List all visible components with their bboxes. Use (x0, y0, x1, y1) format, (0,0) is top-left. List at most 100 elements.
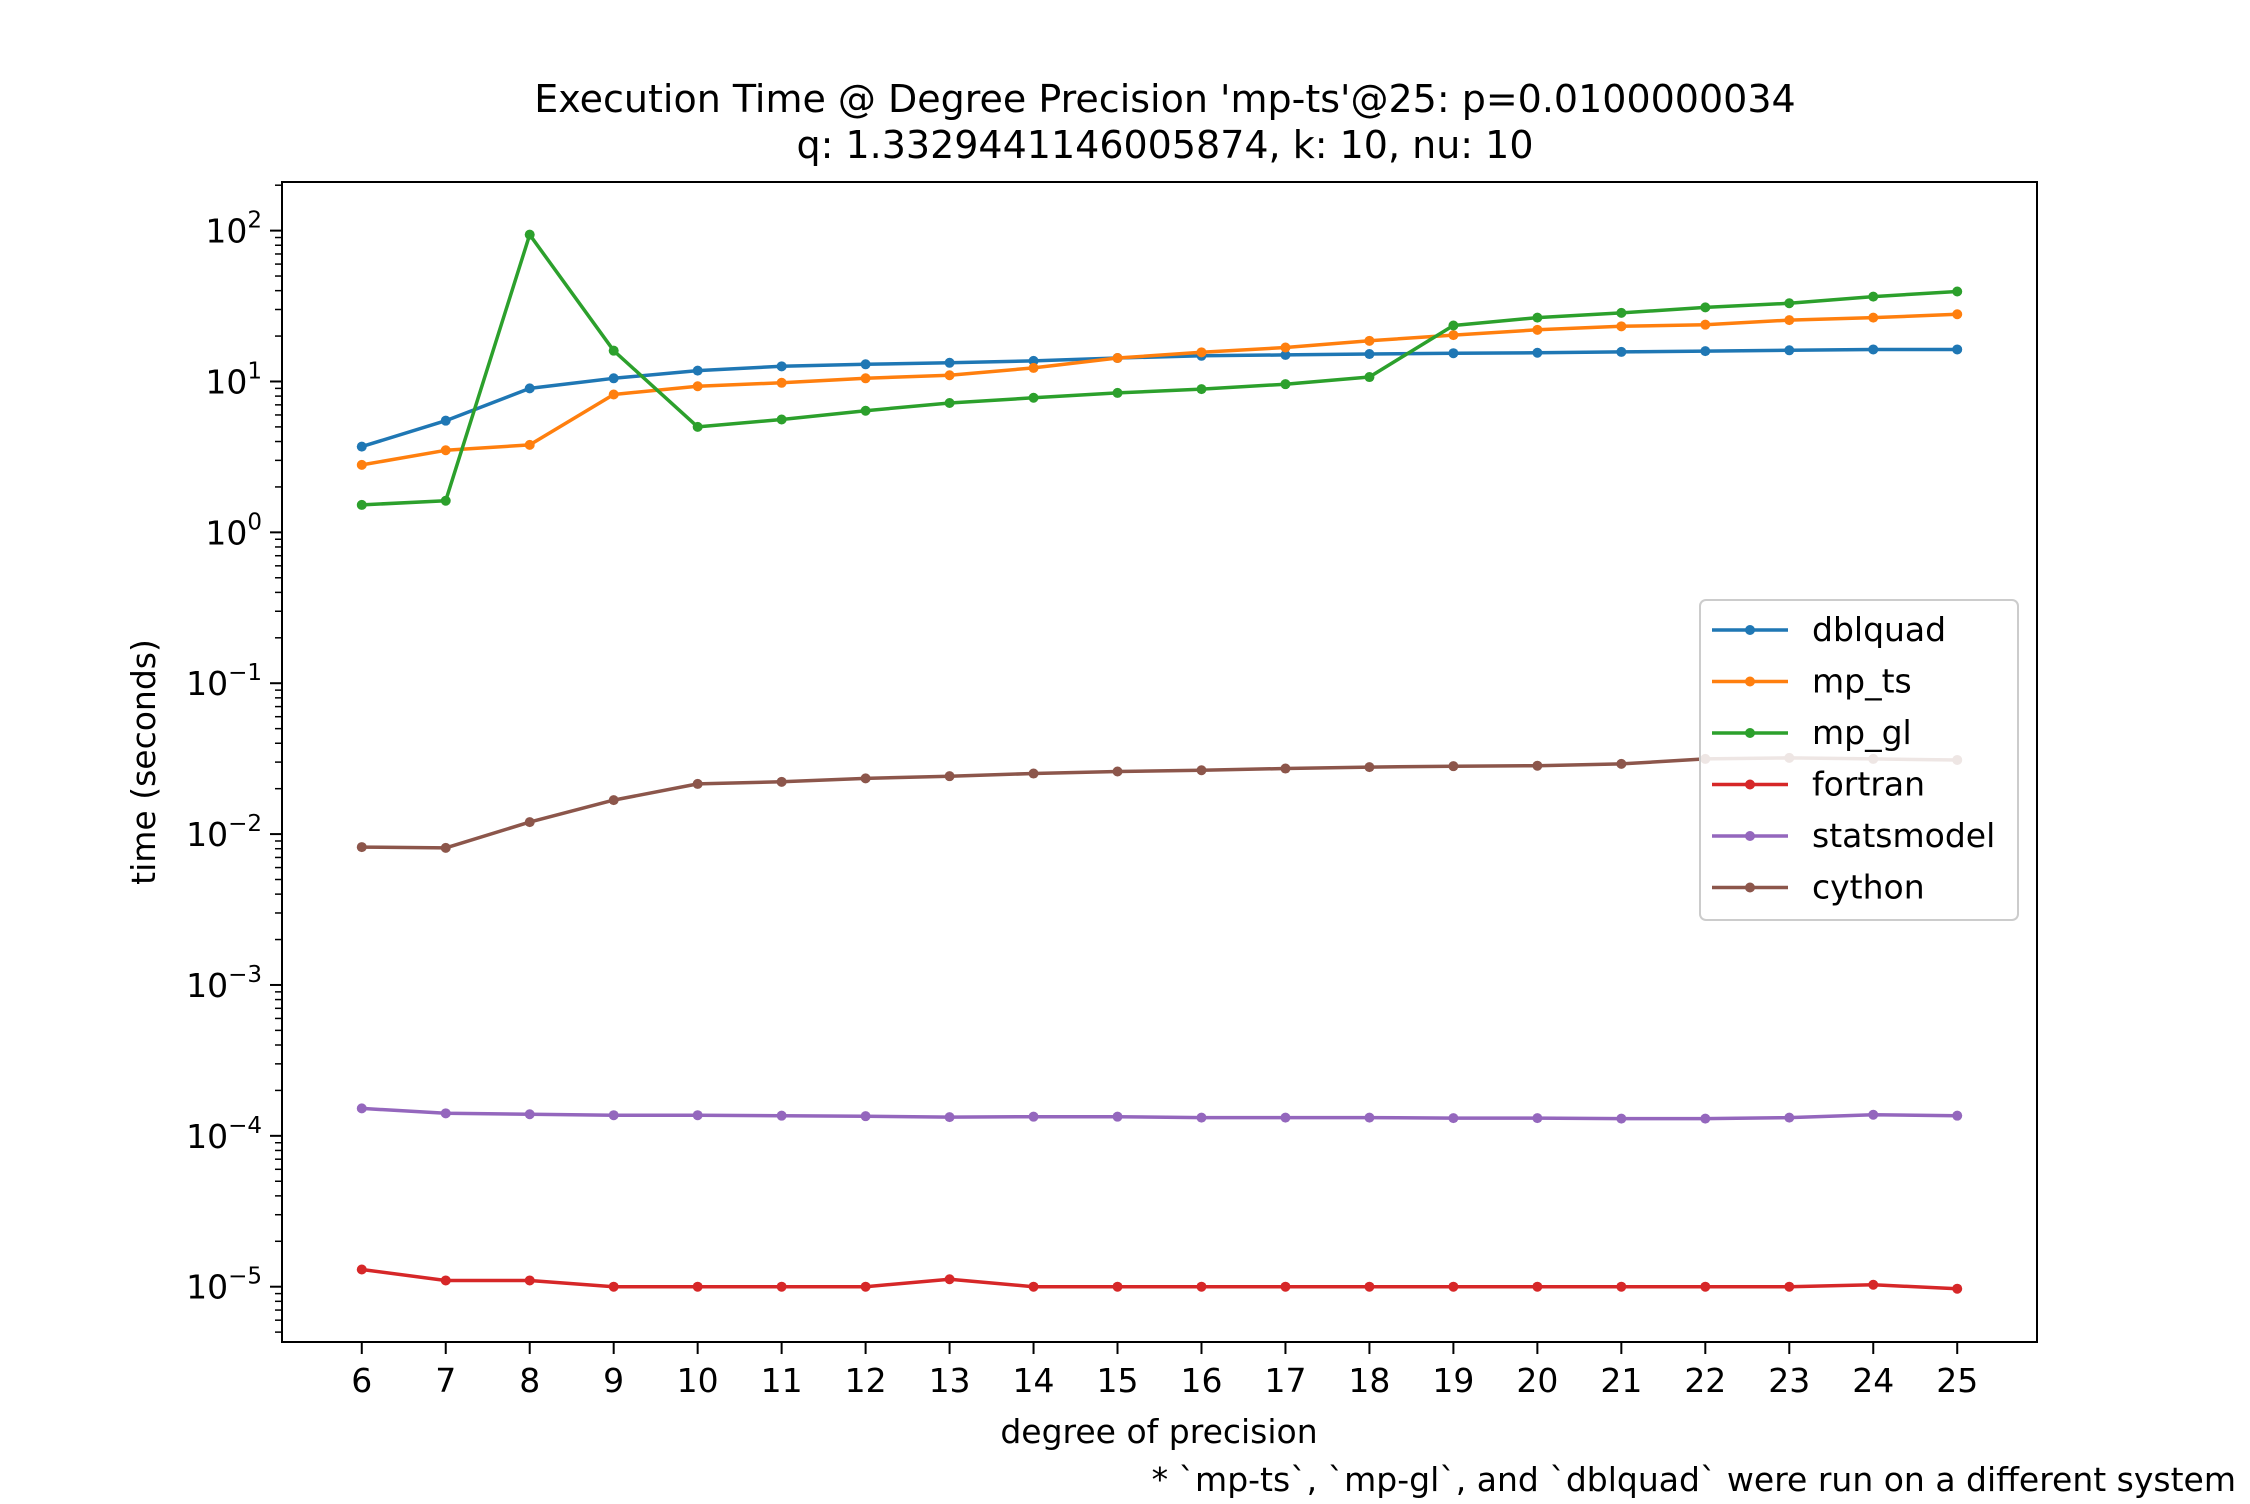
data-point (1280, 349, 1291, 360)
data-point (1448, 761, 1459, 772)
y-tick-label: 10−1 (186, 660, 262, 703)
y-tick-exponent: −3 (228, 962, 262, 988)
data-point (1448, 330, 1459, 341)
legend-label: statsmodel (1812, 816, 1995, 855)
x-tick-label: 22 (1684, 1361, 1726, 1400)
data-point (860, 773, 871, 784)
series-statsmodel (356, 1103, 1963, 1124)
y-tick-base: 10 (186, 1117, 228, 1156)
data-point (1112, 353, 1123, 364)
data-point (524, 1109, 535, 1120)
y-tick-base: 10 (186, 1268, 228, 1307)
data-point (944, 771, 955, 782)
data-point (1700, 319, 1711, 330)
legend-swatch-marker (1745, 779, 1755, 790)
y-tick-exponent: 1 (247, 358, 262, 384)
data-point (1448, 1113, 1459, 1124)
data-point (1532, 1281, 1543, 1292)
data-point (1112, 1281, 1123, 1292)
x-tick-label: 24 (1852, 1361, 1894, 1400)
data-point (1532, 760, 1543, 771)
data-point (608, 1110, 619, 1121)
data-point (356, 1103, 367, 1114)
x-tick-label: 19 (1432, 1361, 1474, 1400)
x-tick-label: 25 (1936, 1361, 1978, 1400)
data-point (1784, 298, 1795, 309)
y-tick-exponent: −5 (228, 1264, 262, 1290)
data-point (692, 1110, 703, 1121)
data-point (440, 1108, 451, 1119)
data-point (860, 405, 871, 416)
legend-swatch-marker (1745, 882, 1755, 893)
data-point (1280, 342, 1291, 353)
series-fortran (356, 1264, 1963, 1294)
data-point (1532, 312, 1543, 323)
series-line-cython (360, 756, 1959, 850)
data-point (776, 1281, 787, 1292)
data-point (440, 842, 451, 853)
data-point (944, 370, 955, 381)
series-mp_gl (356, 229, 1963, 510)
data-point (1112, 766, 1123, 777)
y-tick-label: 10−5 (186, 1264, 262, 1307)
data-point (944, 357, 955, 368)
series-mp_ts (356, 309, 1963, 470)
data-point (1364, 372, 1375, 383)
x-tick-label: 11 (761, 1361, 803, 1400)
data-point (524, 229, 535, 240)
data-point (776, 361, 787, 372)
data-point (1952, 1283, 1963, 1294)
y-tick-base: 10 (205, 362, 247, 401)
data-point (1280, 1281, 1291, 1292)
data-point (1616, 346, 1627, 357)
data-point (776, 377, 787, 388)
data-point (1196, 1281, 1207, 1292)
data-point (1952, 286, 1963, 297)
data-point (776, 776, 787, 787)
legend-label: cython (1812, 868, 1925, 907)
data-point (944, 1274, 955, 1285)
data-point (524, 1275, 535, 1286)
chart-title: Execution Time @ Degree Precision 'mp-ts… (534, 77, 1795, 121)
series-line-mp_ts (360, 312, 1959, 467)
data-point (860, 373, 871, 384)
data-point (524, 817, 535, 828)
data-point (1616, 321, 1627, 332)
data-point (1616, 307, 1627, 318)
x-tick-label: 17 (1264, 1361, 1306, 1400)
data-point (776, 1110, 787, 1121)
data-point (524, 383, 535, 394)
y-tick-exponent: −2 (228, 811, 262, 837)
y-tick-base: 10 (205, 212, 247, 251)
data-point (356, 441, 367, 452)
data-point (440, 495, 451, 506)
data-point (860, 359, 871, 370)
x-axis: 6 7 8 9 10 11 12 13 14 15 16 17 18 19 20 21 22 23 24 25 (351, 1342, 1978, 1400)
data-point (692, 381, 703, 392)
legend-swatch-marker (1745, 676, 1755, 687)
series-line-mp_gl (360, 232, 1959, 507)
data-point (1868, 1279, 1879, 1290)
x-tick-label: 14 (1013, 1361, 1055, 1400)
data-point (440, 1275, 451, 1286)
data-point (1028, 355, 1039, 366)
data-point (692, 1281, 703, 1292)
x-tick-label: 20 (1516, 1361, 1558, 1400)
y-tick-base: 10 (186, 966, 228, 1005)
y-tick-base: 10 (205, 513, 247, 552)
legend-swatch-marker (1745, 625, 1755, 635)
y-tick-label: 10−3 (186, 962, 262, 1005)
data-point (440, 445, 451, 456)
x-tick-label: 7 (435, 1361, 456, 1400)
y-tick-label: 102 (205, 208, 262, 251)
chart-subtitle: q: 1.3329441146005874, k: 10, nu: 10 (796, 123, 1533, 167)
data-point (1952, 309, 1963, 320)
data-point (608, 345, 619, 356)
data-point (1112, 1111, 1123, 1122)
data-point (1700, 1281, 1711, 1292)
data-point (1952, 1110, 1963, 1121)
